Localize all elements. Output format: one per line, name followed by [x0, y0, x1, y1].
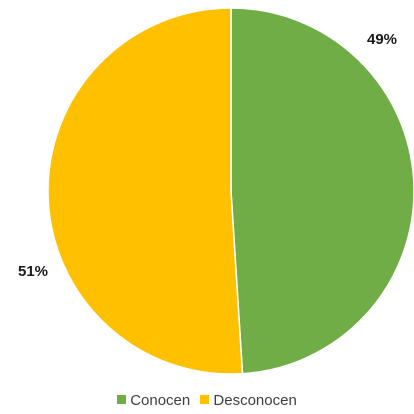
legend-swatch-desconocen	[200, 395, 210, 404]
legend-label-conocen: Conocen	[130, 392, 191, 409]
pie-slice-conocen	[230, 7, 414, 375]
pie-slice-desconocen	[47, 7, 244, 375]
chart-legend: Conocen Desconocen	[0, 392, 414, 409]
legend-item-conocen: Conocen	[117, 392, 190, 409]
legend-label-desconocen: Desconocen	[213, 392, 297, 409]
data-label-conocen: 49%	[367, 31, 397, 48]
legend-swatch-conocen	[117, 395, 127, 404]
data-label-desconocen: 51%	[18, 263, 48, 280]
legend-item-desconocen: Desconocen	[200, 392, 297, 409]
